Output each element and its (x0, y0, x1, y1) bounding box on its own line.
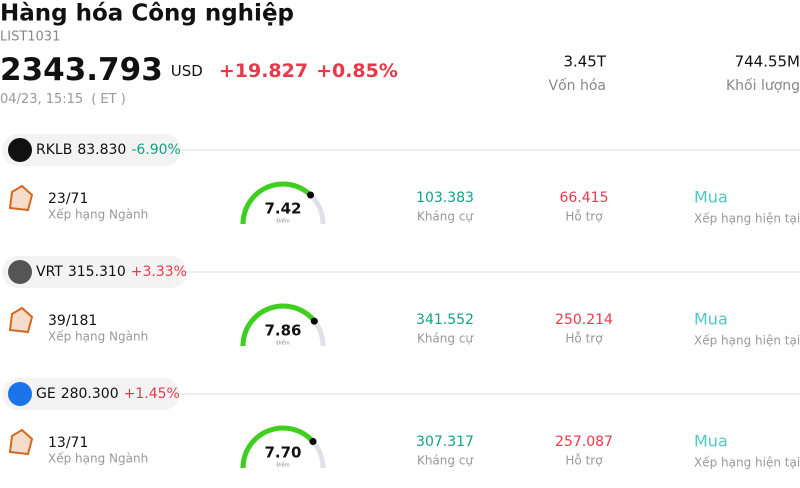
stat-value: 3.45T (563, 53, 606, 71)
resistance-label: Kháng cự (417, 210, 474, 224)
ticker-pill (2, 134, 181, 166)
rank: 13/71 (48, 435, 88, 451)
ticker: GE (36, 386, 56, 402)
ticker-pill (2, 378, 180, 410)
stat-label: Vốn hóa (549, 77, 606, 94)
gauge-value (240, 181, 313, 225)
rank-label: Xếp hạng Ngành (48, 330, 148, 344)
stat-label: Khối lượng (726, 77, 800, 94)
gauge-dot (310, 317, 318, 325)
score-label: Điểm (276, 340, 289, 347)
ticker-pill (2, 256, 187, 288)
score: 7.70 (264, 444, 301, 462)
stat-value: 744.55M (735, 53, 800, 71)
rank-label: Xếp hạng Ngành (48, 452, 148, 466)
score: 7.42 (264, 200, 301, 218)
ticker-line: RKLB 83.830 -6.90% (36, 142, 181, 158)
ticker-price: 83.830 (77, 142, 126, 158)
rank-icon (8, 184, 34, 212)
support-label: Hỗ trợ (565, 210, 603, 224)
rating: Mua (694, 310, 728, 329)
ticker-icon (8, 260, 32, 284)
rank-label: Xếp hạng Ngành (48, 208, 148, 222)
ticker: VRT (36, 264, 63, 280)
ticker-icon (8, 138, 32, 162)
rating: Mua (694, 188, 728, 207)
support: 257.087 (555, 434, 613, 450)
resistance-label: Kháng cự (417, 454, 474, 468)
title: Hàng hóa Công nghiệp (0, 1, 294, 27)
rank: 23/71 (48, 191, 88, 207)
gauge-dot (307, 191, 315, 199)
timezone: ( ET ) (91, 92, 126, 107)
support: 66.415 (560, 190, 609, 206)
rating-label: Xếp hạng hiện tại (694, 212, 800, 226)
resistance-label: Kháng cự (417, 332, 474, 346)
ticker-change: -6.90% (131, 142, 181, 158)
score: 7.86 (264, 322, 301, 340)
gauge-value (240, 303, 317, 347)
change-pct: +0.85% (316, 60, 398, 82)
rank-icon (8, 428, 34, 456)
resistance: 103.383 (416, 190, 474, 206)
ticker: RKLB (36, 142, 72, 158)
ticker-icon (8, 382, 32, 406)
ticker-line: VRT 315.310 +3.33% (36, 264, 187, 280)
score-label: Điểm (276, 462, 289, 469)
score-label: Điểm (276, 218, 289, 225)
rank-icon (8, 306, 34, 334)
ticker-change: +3.33% (131, 264, 187, 280)
rating: Mua (694, 432, 728, 451)
resistance: 307.317 (416, 434, 474, 450)
date: 04/23, 15:15 (0, 92, 83, 107)
support: 250.214 (555, 312, 613, 328)
rank: 39/181 (48, 313, 97, 329)
support-label: Hỗ trợ (565, 454, 603, 468)
ticker-change: +1.45% (124, 386, 180, 402)
price-line: 2343.793 USD +19.827 +0.85% (0, 52, 398, 88)
ticker-line: GE 280.300 +1.45% (36, 386, 180, 402)
change: +19.827 (219, 60, 308, 82)
rating-label: Xếp hạng hiện tại (694, 334, 800, 348)
resistance: 341.552 (416, 312, 474, 328)
rating-label: Xếp hạng hiện tại (694, 456, 800, 470)
gauge-value (240, 425, 315, 469)
gauge-dot (309, 438, 317, 446)
code: LIST1031 (0, 30, 60, 45)
ticker-price: 315.310 (68, 264, 126, 280)
currency: USD (171, 62, 203, 80)
support-label: Hỗ trợ (565, 332, 603, 346)
time: 04/23, 15:15 ( ET ) (0, 92, 126, 107)
ticker-price: 280.300 (61, 386, 119, 402)
price: 2343.793 (0, 52, 163, 88)
